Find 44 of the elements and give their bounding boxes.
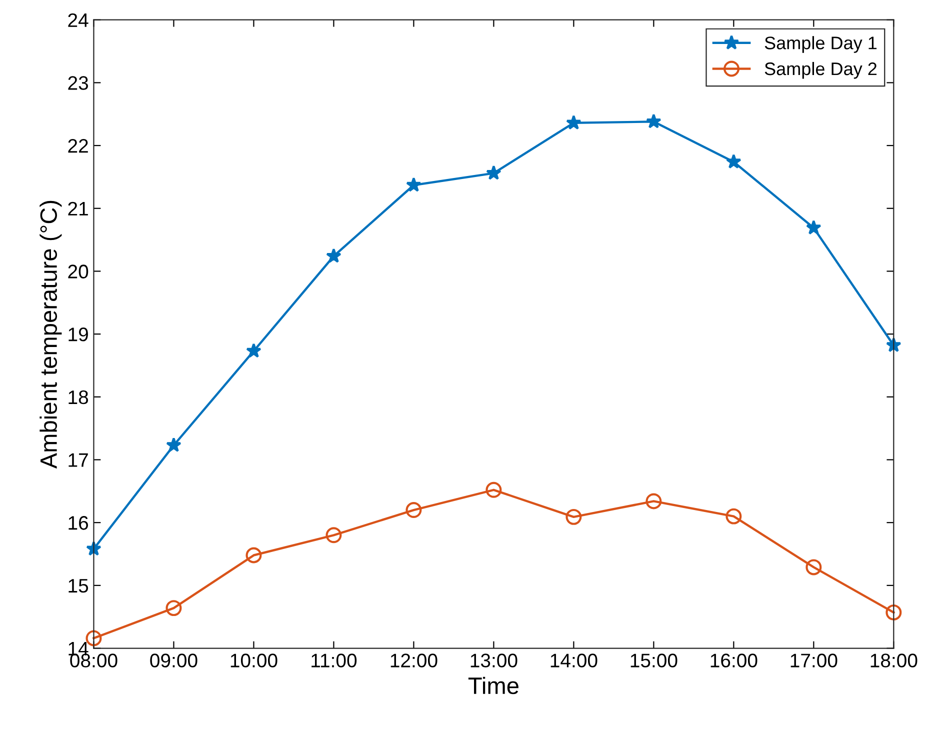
- y-tick-label: 15: [68, 579, 88, 593]
- y-tick-label: 17: [68, 453, 88, 467]
- point: [246, 343, 262, 358]
- point: [646, 114, 662, 128]
- y-tick-label: 22: [68, 139, 88, 153]
- y-tick-label: 16: [68, 516, 88, 530]
- legend-label: Sample Day 2: [764, 62, 877, 79]
- y-tick-label: 19: [68, 328, 88, 342]
- x-tick-label: 10:00: [230, 654, 278, 668]
- y-axis-title: Ambient temperature (°C): [40, 200, 62, 469]
- x-tick-label: 18:00: [870, 654, 918, 668]
- point: [246, 547, 262, 564]
- y-tick-label: 24: [68, 13, 88, 27]
- point: [406, 502, 422, 518]
- legend-label: Sample Day 1: [764, 36, 877, 53]
- point: [566, 114, 582, 130]
- point: [886, 604, 902, 620]
- x-tick-label: 09:00: [150, 654, 198, 668]
- x-tick-label: 08:00: [70, 654, 118, 668]
- x-tick-label: 11:00: [312, 654, 357, 668]
- point: [486, 482, 502, 498]
- point: [326, 527, 342, 544]
- point: [566, 508, 582, 525]
- point: [806, 220, 822, 235]
- point: [726, 154, 742, 169]
- x-tick-label: 12:00: [390, 654, 438, 668]
- x-tick-label: 15:00: [630, 654, 678, 668]
- point: [166, 437, 182, 452]
- x-axis-title: Time: [468, 676, 518, 694]
- x-tick-label: 16:00: [710, 654, 758, 668]
- point: [806, 559, 822, 576]
- x-tick-label: 14:00: [550, 654, 598, 668]
- point: [646, 493, 662, 510]
- y-tick-label: 23: [68, 76, 88, 90]
- point: [326, 248, 342, 263]
- x-tick-label: 13:00: [470, 654, 518, 668]
- point: [406, 177, 422, 192]
- y-tick-label: 18: [68, 390, 88, 404]
- y-tick-label: 20: [68, 264, 88, 278]
- point: [486, 165, 502, 180]
- point: [726, 508, 742, 524]
- y-tick-label: 21: [68, 202, 88, 216]
- x-tick-label: 17:00: [790, 654, 838, 668]
- point: [166, 600, 182, 616]
